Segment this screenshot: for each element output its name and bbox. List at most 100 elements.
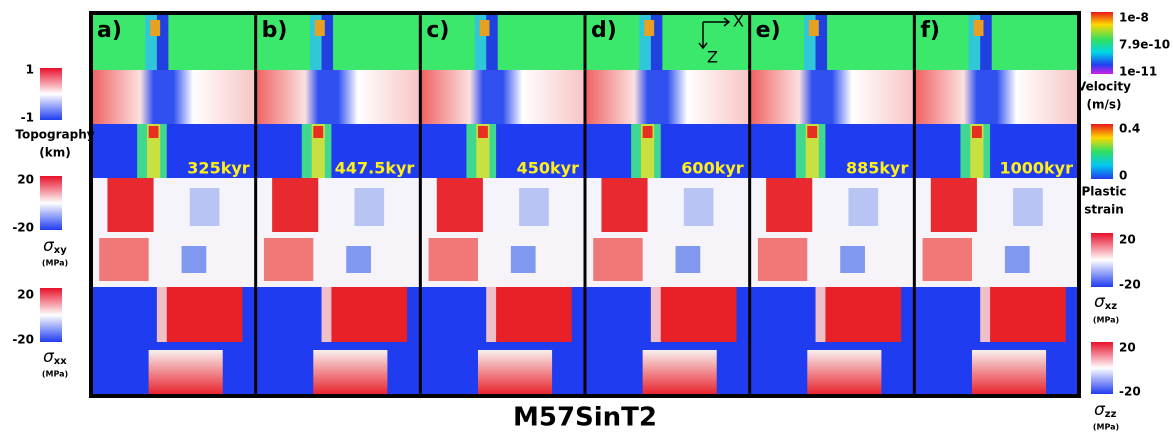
szz-positive xyxy=(149,350,223,395)
topography-field xyxy=(750,70,915,124)
panel: e) 885kyr xyxy=(750,13,915,396)
sxz-fault xyxy=(157,287,167,342)
colorbar-tick: 7.9e-10 xyxy=(1119,38,1170,52)
sxy-negative xyxy=(519,188,549,226)
sxz-positive xyxy=(165,287,242,342)
figure-title: M57SinT2 xyxy=(513,403,657,433)
sxz-positive xyxy=(330,287,407,342)
colorbar-unit: (MPa) xyxy=(1093,423,1119,432)
colorbar-tick: -20 xyxy=(12,333,34,347)
szz-positive xyxy=(643,350,717,395)
panel: c)450kyr xyxy=(420,13,585,396)
sxz-positive xyxy=(494,287,571,342)
colorbar-label: (km) xyxy=(39,146,70,160)
sxz-fault xyxy=(651,287,661,342)
figure: a) 325kyr b) 447.5kyr c)450kyrd) 600kyr e) 885k… xyxy=(0,0,1173,435)
sxz-fault xyxy=(816,287,826,342)
symbol-subscript: xz xyxy=(1105,301,1117,312)
velocity-spot xyxy=(644,20,654,36)
strain-spot xyxy=(478,126,488,138)
sxy-negative xyxy=(354,188,384,226)
sxx-positive xyxy=(264,238,313,281)
panel-label: b) xyxy=(262,18,288,43)
velocity-spot xyxy=(315,20,325,36)
colorbar xyxy=(1091,233,1113,287)
sxy-positive xyxy=(107,178,153,232)
sxy-positive xyxy=(272,178,318,232)
colorbar-symbol: σxz xyxy=(1094,292,1117,312)
colorbar-tick: 0 xyxy=(1119,169,1127,183)
panel: b) 447.5kyr xyxy=(256,13,421,396)
colorbar xyxy=(40,176,62,230)
symbol-subscript: xx xyxy=(54,356,67,367)
sxz-positive xyxy=(824,287,901,342)
szz-positive xyxy=(313,350,387,395)
symbol-subscript: zz xyxy=(1105,409,1117,420)
velocity-spot xyxy=(480,20,490,36)
colorbar xyxy=(1091,124,1113,179)
colorbar-tick: 20 xyxy=(1119,233,1136,247)
velocity-spot xyxy=(150,20,160,36)
panel-time: 450kyr xyxy=(517,159,579,178)
colorbar-tick: 0.4 xyxy=(1119,122,1140,136)
velocity-spot xyxy=(974,20,984,36)
topography-field xyxy=(914,70,1079,124)
page: {"title":"M57SinT2", "panels":[{"label":… xyxy=(0,0,1173,435)
strain-spot xyxy=(972,126,982,138)
szz-positive xyxy=(972,350,1046,395)
sxx-negative xyxy=(511,246,536,273)
sxy-positive xyxy=(437,178,483,232)
sxz-fault xyxy=(322,287,332,342)
panel-time: 600kyr xyxy=(681,159,743,178)
sxz-fault xyxy=(980,287,990,342)
sxx-positive xyxy=(99,238,148,281)
sxx-positive xyxy=(593,238,642,281)
colorbar-tick: 20 xyxy=(17,173,34,187)
colorbar-tick: -20 xyxy=(1119,385,1141,399)
sxy-negative xyxy=(190,188,220,226)
sxx-positive xyxy=(923,238,972,281)
panel-time: 885kyr xyxy=(846,159,908,178)
sxy-positive xyxy=(601,178,647,232)
sxy-negative xyxy=(1013,188,1043,226)
colorbar-label: Plastic xyxy=(1081,185,1126,199)
strain-spot xyxy=(643,126,653,138)
topography-field xyxy=(420,70,585,124)
strain-spot xyxy=(807,126,817,138)
symbol-subscript: xy xyxy=(54,245,67,256)
sxx-negative xyxy=(840,246,865,273)
colorbar-unit: (MPa) xyxy=(1093,316,1119,325)
colorbar-tick: 20 xyxy=(1119,341,1136,355)
sxy-negative xyxy=(848,188,878,226)
colorbar-tick: 1 xyxy=(26,63,34,77)
szz-positive xyxy=(478,350,552,395)
panel-label: e) xyxy=(756,18,781,43)
strain-spot xyxy=(149,126,159,138)
colorbar-tick: -1 xyxy=(21,111,34,125)
velocity-spot xyxy=(809,20,819,36)
colorbar xyxy=(1091,12,1113,74)
sxx-negative xyxy=(346,246,371,273)
panel: d) 600kyr xyxy=(585,13,750,396)
sxz-positive xyxy=(988,287,1065,342)
colorbar-tick: -20 xyxy=(1119,278,1141,292)
colorbar-tick: 1e-8 xyxy=(1119,11,1149,25)
colorbar-symbol: σxy xyxy=(43,236,67,256)
szz-positive xyxy=(807,350,881,395)
panel-label: f) xyxy=(920,18,940,43)
colorbar xyxy=(40,68,62,120)
strain-spot xyxy=(313,126,323,138)
colorbar-tick: -20 xyxy=(12,221,34,235)
topography-field xyxy=(585,70,750,124)
colorbar-unit: (MPa) xyxy=(42,370,68,379)
topography-field xyxy=(91,70,256,124)
panel-time: 447.5kyr xyxy=(335,159,415,178)
panel-label: d) xyxy=(591,18,617,43)
sxx-positive xyxy=(429,238,478,281)
panel-time: 325kyr xyxy=(187,159,249,178)
colorbar-symbol: σzz xyxy=(1094,400,1117,420)
colorbar-label: Topography xyxy=(15,128,94,142)
colorbar-tick: 20 xyxy=(17,288,34,302)
panel-label: a) xyxy=(97,18,122,43)
axis-z-label: Z xyxy=(707,48,718,67)
